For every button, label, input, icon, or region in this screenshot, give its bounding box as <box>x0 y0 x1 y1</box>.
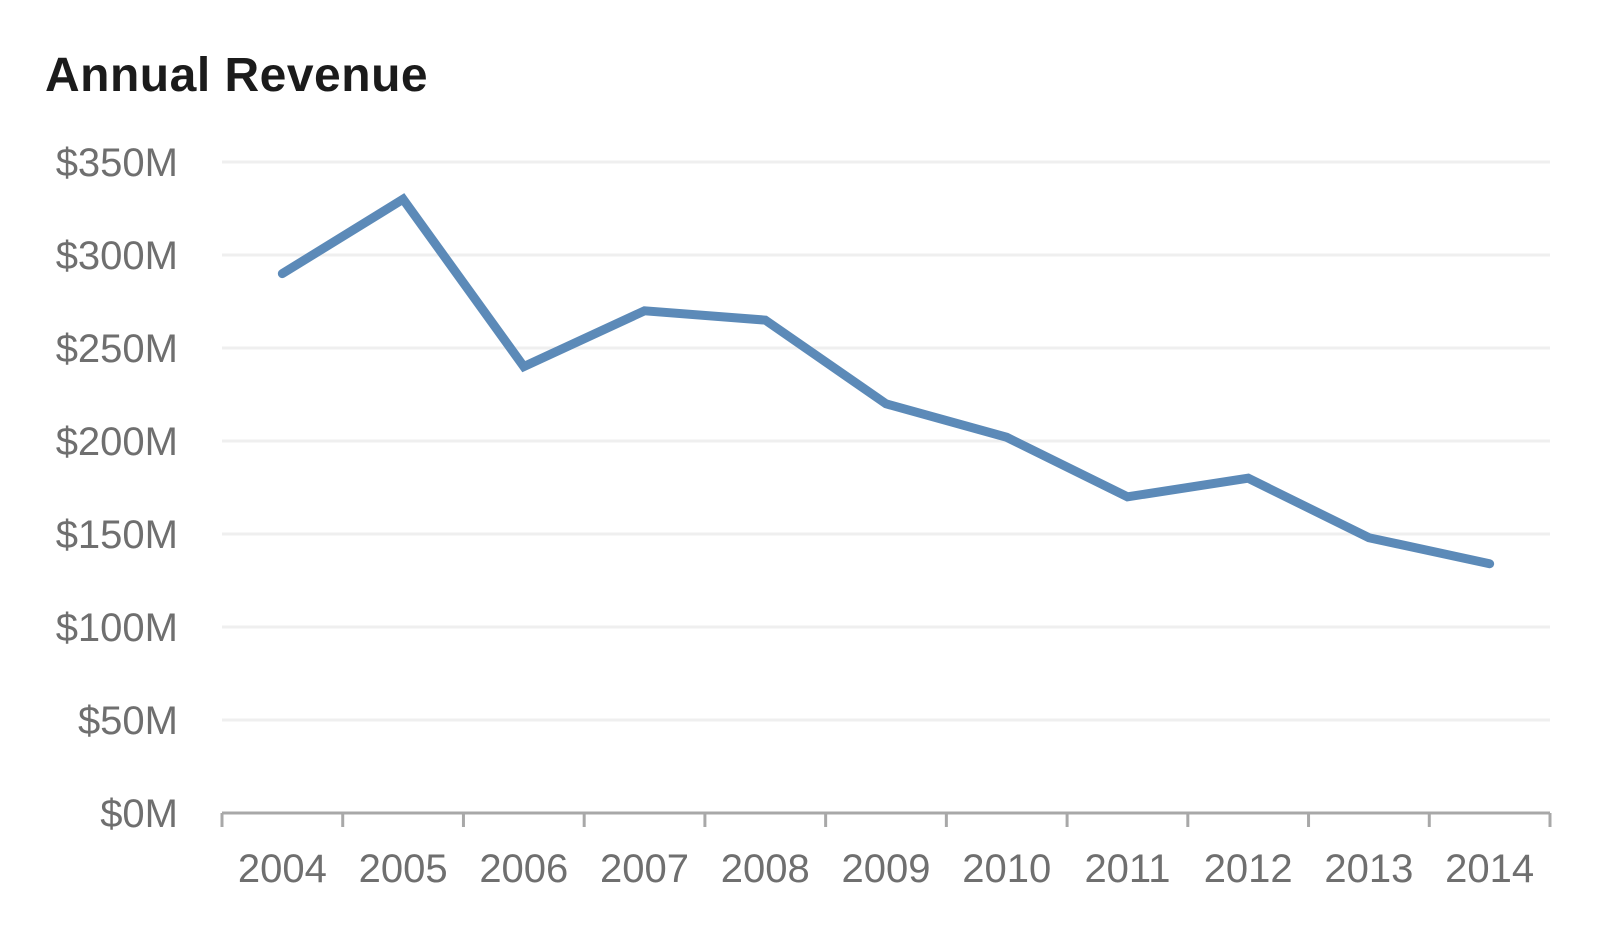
y-tick-label: $350M <box>56 141 178 185</box>
y-tick-label: $100M <box>56 606 178 650</box>
x-tick-label: 2012 <box>1204 847 1293 891</box>
x-tick-label: 2005 <box>359 847 448 891</box>
x-tick-label: 2014 <box>1445 847 1534 891</box>
y-tick-label: $50M <box>78 699 178 743</box>
y-tick-label: $150M <box>56 513 178 557</box>
y-tick-label: $200M <box>56 420 178 464</box>
y-tick-label: $250M <box>56 327 178 371</box>
revenue-line <box>277 193 1495 569</box>
x-tick-label: 2006 <box>479 847 568 891</box>
x-tick-label: 2013 <box>1324 847 1413 891</box>
x-tick-label: 2009 <box>842 847 931 891</box>
chart-title: Annual Revenue <box>45 49 429 102</box>
y-tick-label: $300M <box>56 234 178 278</box>
x-tick-label: 2008 <box>721 847 810 891</box>
x-tick-label: 2007 <box>600 847 689 891</box>
x-tick-label: 2011 <box>1084 847 1170 891</box>
x-tick-label: 2004 <box>238 847 327 891</box>
x-tick-label: 2010 <box>962 847 1051 891</box>
y-tick-label: $0M <box>100 792 178 836</box>
